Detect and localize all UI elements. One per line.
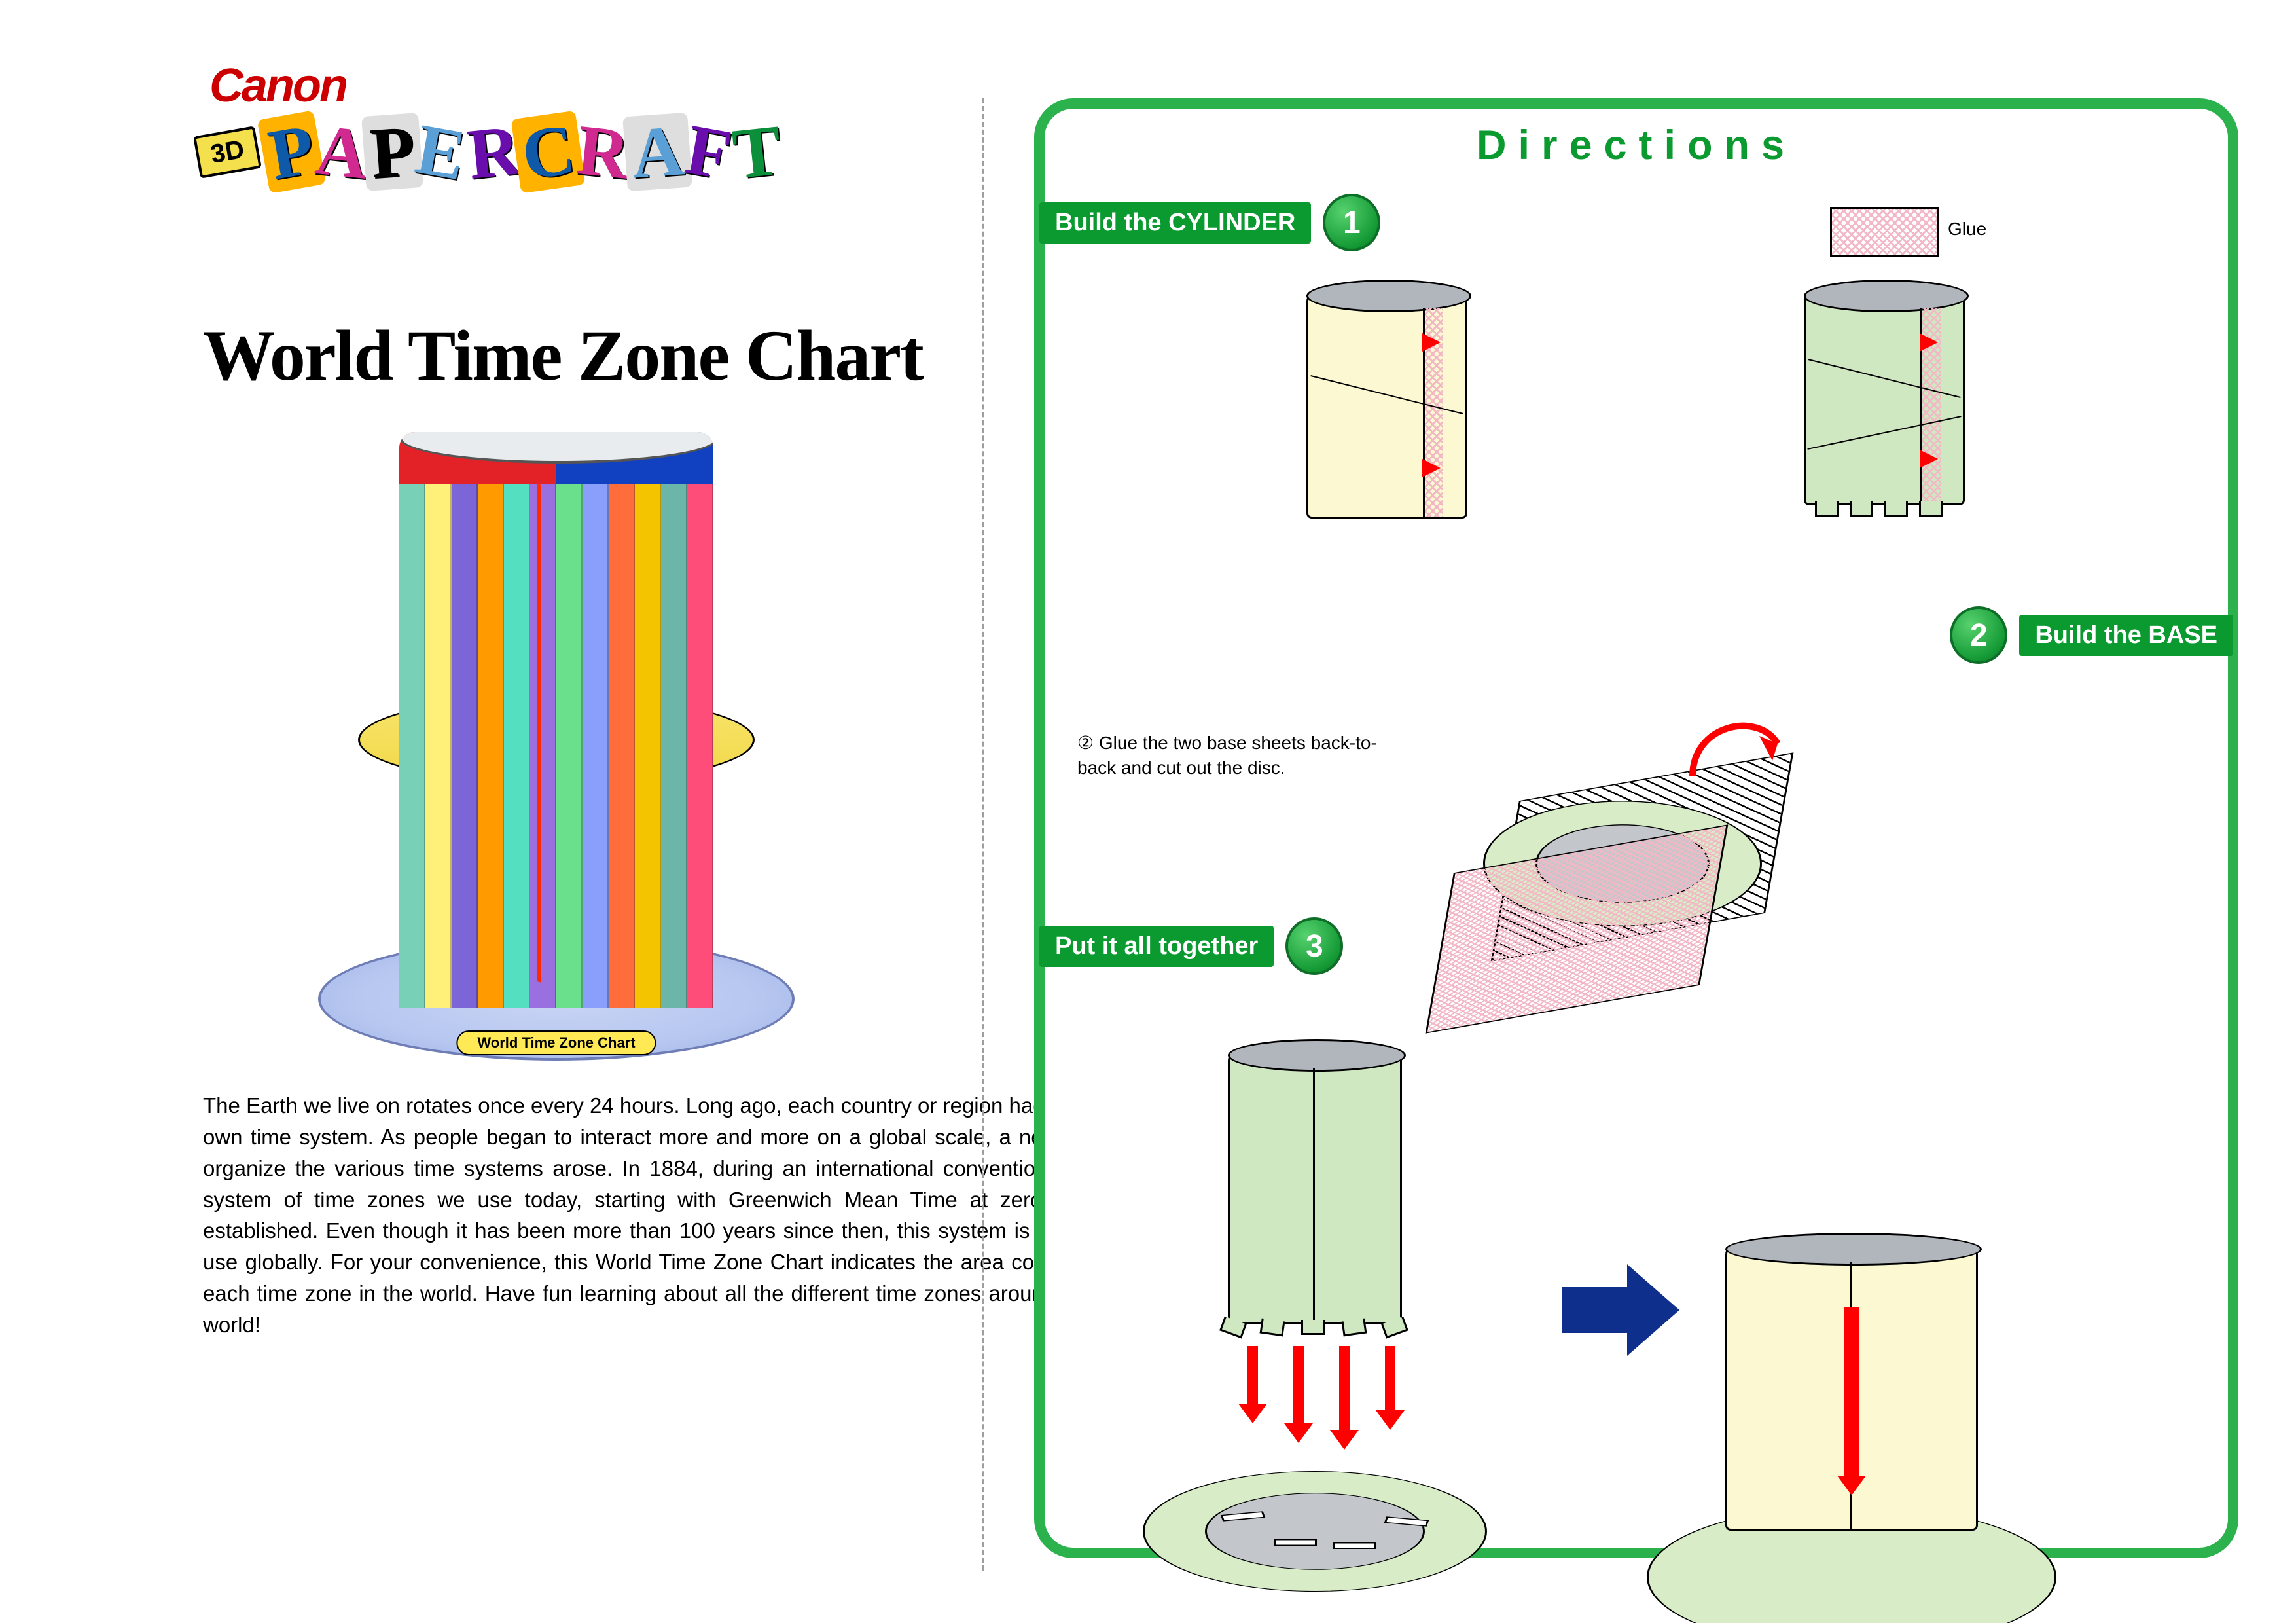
page-title: World Time Zone Chart	[203, 314, 923, 397]
badge-3d: 3D	[193, 126, 262, 179]
step-3-chip: Put it all together	[1039, 926, 1274, 967]
step-1-header: Build the CYLINDER 1	[1039, 194, 1380, 251]
page: Canon 3D PAPERCRAFT World Time Zone Char…	[0, 0, 2296, 1623]
hero-stripes	[399, 484, 713, 1008]
step-2-header: 2 Build the BASE	[1950, 606, 2233, 664]
papercraft-logo: 3D PAPERCRAFT	[196, 115, 782, 189]
body-copy: The Earth we live on rotates once every …	[203, 1090, 1093, 1341]
fold-arrow-icon	[1686, 704, 1791, 796]
glue-swatch	[1830, 207, 1939, 257]
logo-letter: T	[723, 111, 791, 192]
step-1-number: 1	[1323, 194, 1380, 251]
date-line	[537, 484, 541, 983]
brand-logo: Canon	[209, 59, 346, 113]
directions-panel: Directions Build the CYLINDER 1 Glue	[1034, 98, 2238, 1558]
glue-label: Glue	[1948, 219, 1986, 240]
fig-base	[1437, 711, 1778, 921]
step-1-chip: Build the CYLINDER	[1039, 202, 1311, 244]
step-2-number: 2	[1950, 606, 2007, 664]
fold-line	[982, 98, 984, 1571]
step-3-header: Put it all together 3	[1039, 917, 1343, 975]
step-2-note: ② Glue the two base sheets back-to-back …	[1077, 731, 1378, 780]
fig-assembly-before	[1189, 1051, 1363, 1324]
hero-illustration: World Time Zone Chart	[281, 419, 831, 1061]
big-arrow-icon	[1562, 1261, 1679, 1362]
hero-cylinder	[399, 432, 713, 1008]
fig-cyl-cream	[1306, 292, 1467, 519]
step-2-chip: Build the BASE	[2019, 615, 2233, 656]
fig-assembly-after	[1699, 1006, 1952, 1531]
fig-cyl-mint	[1804, 292, 1965, 505]
directions-title: Directions	[1045, 122, 2228, 169]
plate-label: World Time Zone Chart	[456, 1030, 656, 1055]
step-3-number: 3	[1285, 917, 1343, 975]
